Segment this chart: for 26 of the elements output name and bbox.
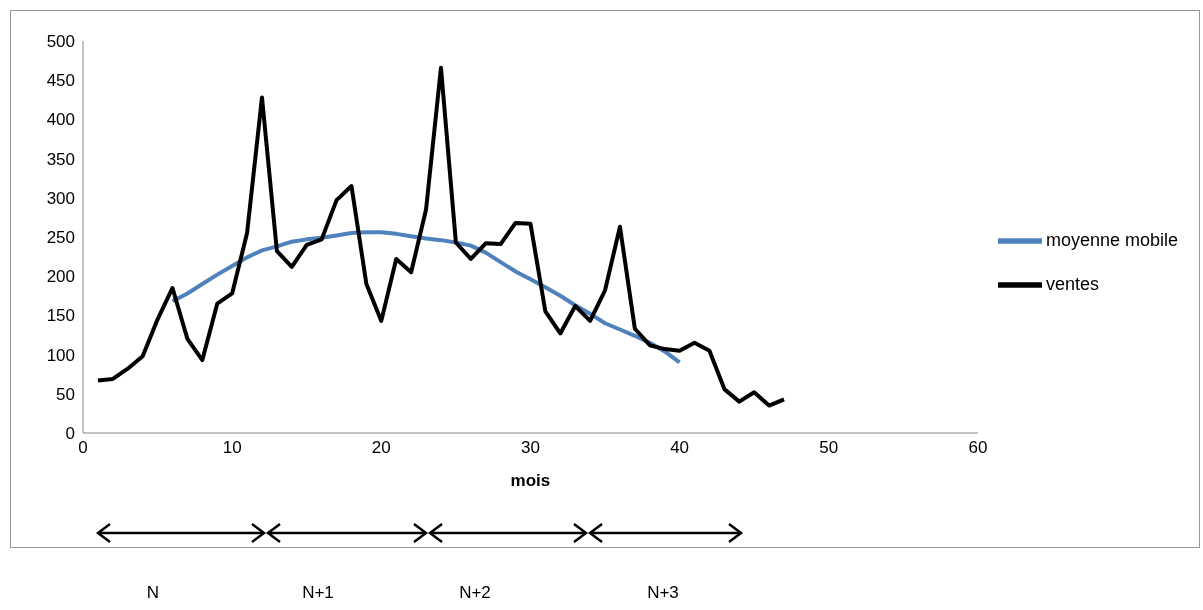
x-tick-label: 0 — [78, 438, 88, 458]
x-tick-label: 50 — [819, 438, 839, 458]
x-tick-label: 20 — [371, 438, 391, 458]
y-tick-label: 400 — [46, 110, 75, 130]
legend-label: ventes — [1045, 273, 1099, 294]
x-tick-label: 30 — [521, 438, 540, 458]
x-axis-title: mois — [510, 471, 551, 490]
legend-label: moyenne mobile — [1045, 229, 1178, 250]
y-tick-label: 500 — [46, 32, 75, 52]
text: N+2 — [459, 583, 491, 603]
y-tick-label: 350 — [46, 149, 75, 169]
text: N+1 — [302, 583, 334, 603]
text: N — [146, 583, 160, 603]
y-tick-label: 450 — [46, 71, 75, 91]
y-tick-label: 150 — [46, 306, 75, 326]
x-tick-label: 10 — [222, 438, 242, 458]
y-tick-label: 250 — [46, 228, 75, 248]
y-tick-label: 300 — [46, 188, 75, 208]
y-tick-label: 50 — [56, 384, 75, 404]
text: N+3 — [647, 583, 679, 603]
x-tick-label: 60 — [968, 438, 988, 458]
y-tick-label: 200 — [46, 267, 75, 287]
line-series — [95, 65, 787, 408]
y-tick-label: 100 — [46, 345, 75, 365]
y-tick-label: 0 — [65, 424, 75, 444]
x-tick-label: 40 — [670, 438, 690, 458]
